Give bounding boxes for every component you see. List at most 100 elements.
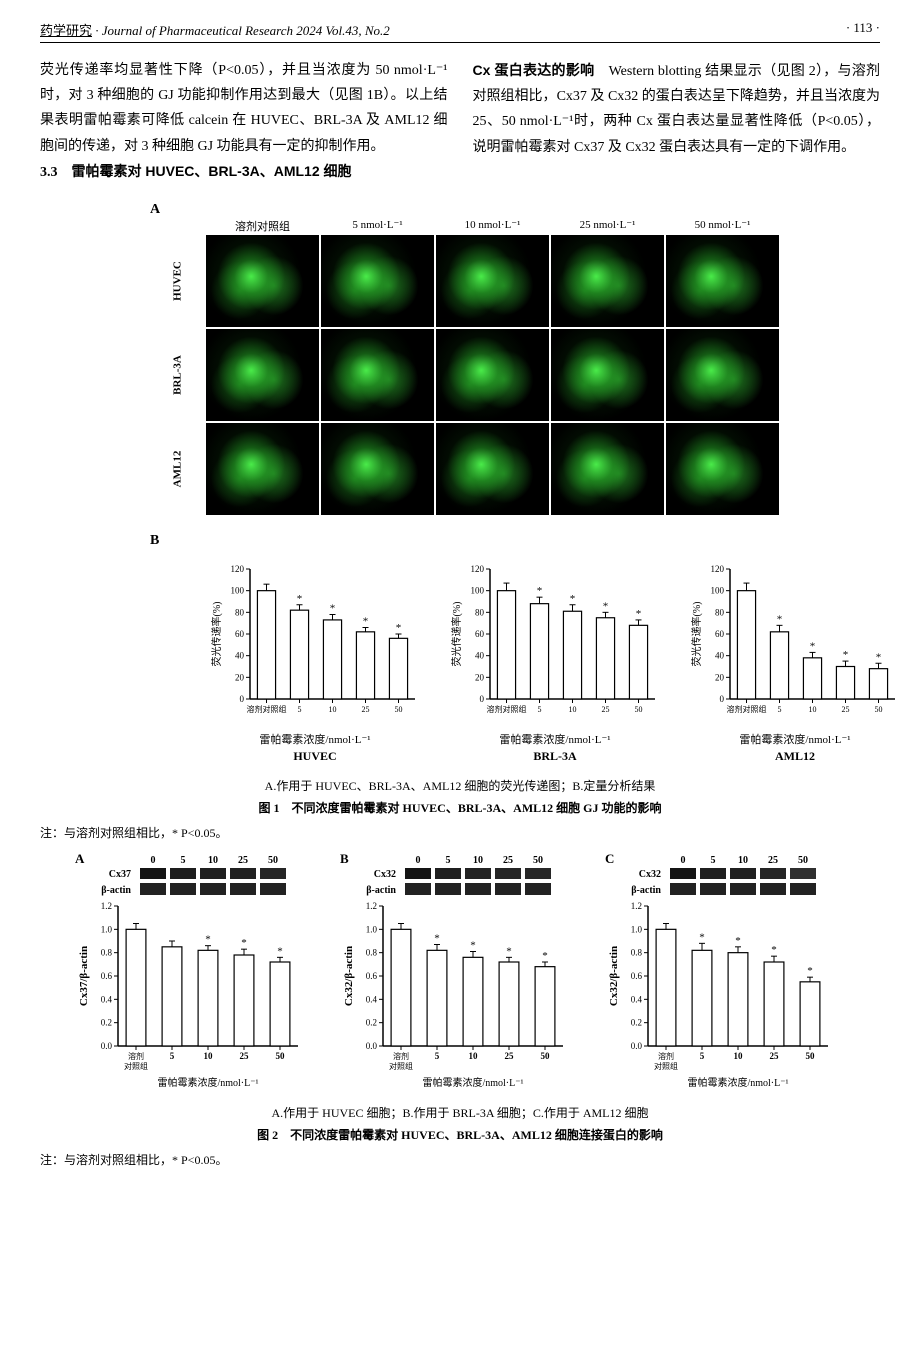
left-paragraph: 荧光传递率均显著性下降（P<0.05），并且当浓度为 50 nmol·L⁻¹时，… (40, 63, 448, 154)
svg-text:60: 60 (235, 629, 245, 639)
svg-text:*: * (277, 945, 283, 957)
svg-text:*: * (542, 950, 548, 962)
svg-text:50: 50 (805, 1051, 815, 1061)
svg-text:5: 5 (180, 855, 185, 866)
svg-text:1.0: 1.0 (100, 924, 112, 934)
barchart-AML12: 020406080100120荧光传递率(%)溶剂对照组*5*10*25*50雷… (690, 559, 900, 764)
svg-text:5: 5 (445, 855, 450, 866)
svg-text:*: * (699, 931, 705, 943)
wb-panel-svg: C05102550Cx32β-actin0.00.20.40.60.81.01.… (603, 851, 848, 1091)
svg-text:*: * (810, 640, 816, 652)
svg-text:*: * (771, 944, 777, 956)
svg-text:*: * (205, 934, 211, 946)
svg-text:0.8: 0.8 (630, 948, 642, 958)
svg-text:0.4: 0.4 (630, 994, 642, 1004)
svg-text:10: 10 (738, 855, 748, 866)
micro-grid: HUVECBRL-3AAML12 (150, 234, 880, 516)
micro-col-headers: 溶剂对照组5 nmol·L⁻¹10 nmol·L⁻¹25 nmol·L⁻¹50 … (205, 218, 880, 234)
svg-text:0: 0 (480, 694, 485, 704)
svg-text:β-actin: β-actin (366, 885, 396, 896)
svg-text:1.0: 1.0 (630, 924, 642, 934)
svg-text:*: * (570, 593, 576, 605)
micro-col-header: 溶剂对照组 (205, 218, 320, 234)
svg-text:25: 25 (768, 855, 778, 866)
svg-text:5: 5 (538, 705, 542, 714)
svg-text:雷帕霉素浓度/nmol·L⁻¹: 雷帕霉素浓度/nmol·L⁻¹ (157, 1076, 258, 1089)
fig1-panel-b: B 020406080100120荧光传递率(%)溶剂对照组*5*10*25*5… (150, 531, 880, 764)
svg-text:0.0: 0.0 (365, 1041, 377, 1051)
svg-text:5: 5 (710, 855, 715, 866)
chart-xlabel: 雷帕霉素浓度/nmol·L⁻¹ (450, 731, 660, 747)
right-column: Cx 蛋白表达的影响 Western blotting 结果显示（见图 2），与… (473, 58, 881, 185)
svg-text:溶剂: 溶剂 (128, 1051, 144, 1061)
svg-text:0: 0 (720, 694, 725, 704)
svg-text:50: 50 (268, 855, 278, 866)
svg-text:100: 100 (231, 586, 245, 596)
fig2-note: 注：与溶剂对照组相比，* P<0.05。 (40, 1151, 880, 1168)
svg-text:A: A (75, 851, 85, 866)
chart-xlabel: 雷帕霉素浓度/nmol·L⁻¹ (210, 731, 420, 747)
bar-chart: 020406080100120荧光传递率(%)溶剂对照组*5*10*25*50 (690, 559, 900, 729)
svg-text:*: * (843, 649, 849, 661)
svg-text:雷帕霉素浓度/nmol·L⁻¹: 雷帕霉素浓度/nmol·L⁻¹ (422, 1076, 523, 1089)
svg-text:5: 5 (434, 1051, 439, 1061)
svg-text:*: * (241, 937, 247, 949)
svg-text:Cx32: Cx32 (373, 869, 395, 880)
svg-text:10: 10 (569, 705, 577, 714)
svg-text:10: 10 (733, 1051, 743, 1061)
svg-text:荧光传递率(%): 荧光传递率(%) (450, 601, 463, 666)
svg-text:0.8: 0.8 (100, 948, 112, 958)
chart-title: BRL-3A (450, 749, 660, 764)
svg-text:0.6: 0.6 (630, 971, 642, 981)
svg-text:Cx32: Cx32 (638, 869, 660, 880)
svg-text:β-actin: β-actin (631, 885, 661, 896)
svg-text:0: 0 (415, 855, 420, 866)
fig1-caption-title: 图 1 不同浓度雷帕霉素对 HUVEC、BRL-3A、AML12 细胞 GJ 功… (40, 798, 880, 820)
fig2-caption-line1: A.作用于 HUVEC 细胞；B.作用于 BRL-3A 细胞；C.作用于 AML… (40, 1103, 880, 1125)
svg-text:80: 80 (475, 607, 485, 617)
svg-text:β-actin: β-actin (101, 885, 131, 896)
svg-text:80: 80 (715, 607, 725, 617)
svg-text:*: * (506, 945, 512, 957)
svg-text:50: 50 (875, 705, 883, 714)
wb-panel-C: C05102550Cx32β-actin0.00.20.40.60.81.01.… (603, 851, 848, 1091)
journal-cn: 药学研究 (40, 23, 92, 38)
svg-text:120: 120 (711, 564, 725, 574)
micro-cell (666, 423, 779, 515)
chart-title: HUVEC (210, 749, 420, 764)
bar-chart: 020406080100120荧光传递率(%)溶剂对照组*5*10*25*50 (210, 559, 420, 729)
svg-text:50: 50 (275, 1051, 285, 1061)
svg-text:*: * (434, 933, 440, 945)
micro-col-header: 50 nmol·L⁻¹ (665, 218, 780, 234)
body-columns: 荧光传递率均显著性下降（P<0.05），并且当浓度为 50 nmol·L⁻¹时，… (40, 58, 880, 185)
svg-text:80: 80 (235, 607, 245, 617)
svg-text:对照组: 对照组 (389, 1061, 413, 1071)
svg-text:溶剂对照组: 溶剂对照组 (727, 704, 767, 714)
western-blot-row: A05102550Cx37β-actin0.00.20.40.60.81.01.… (40, 851, 880, 1091)
svg-text:荧光传递率(%): 荧光传递率(%) (210, 601, 223, 666)
svg-text:20: 20 (715, 672, 725, 682)
svg-text:100: 100 (711, 586, 725, 596)
micro-cell (206, 423, 319, 515)
micro-cell (551, 235, 664, 327)
journal-en: Journal of Pharmaceutical Research 2024 … (102, 23, 390, 38)
micro-cell (436, 235, 549, 327)
svg-text:1.2: 1.2 (365, 901, 376, 911)
svg-text:25: 25 (239, 1051, 249, 1061)
svg-text:50: 50 (635, 705, 643, 714)
svg-text:25: 25 (769, 1051, 779, 1061)
svg-text:25: 25 (602, 705, 610, 714)
micro-cell (436, 329, 549, 421)
section-title: 雷帕霉素对 HUVEC、BRL-3A、AML12 细胞 (72, 163, 352, 179)
panel-a-label: A (150, 202, 160, 217)
fig1-panel-a: A 溶剂对照组5 nmol·L⁻¹10 nmol·L⁻¹25 nmol·L⁻¹5… (150, 200, 880, 516)
svg-text:5: 5 (298, 705, 302, 714)
micro-cell (321, 329, 434, 421)
svg-text:5: 5 (699, 1051, 704, 1061)
svg-text:*: * (777, 613, 783, 625)
section-number: 3.3 (40, 165, 58, 180)
svg-text:25: 25 (842, 705, 850, 714)
micro-cell (551, 423, 664, 515)
svg-text:100: 100 (471, 586, 485, 596)
svg-text:1.2: 1.2 (630, 901, 641, 911)
